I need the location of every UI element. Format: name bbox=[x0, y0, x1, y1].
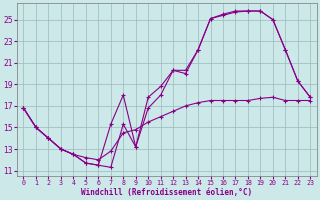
X-axis label: Windchill (Refroidissement éolien,°C): Windchill (Refroidissement éolien,°C) bbox=[81, 188, 252, 197]
